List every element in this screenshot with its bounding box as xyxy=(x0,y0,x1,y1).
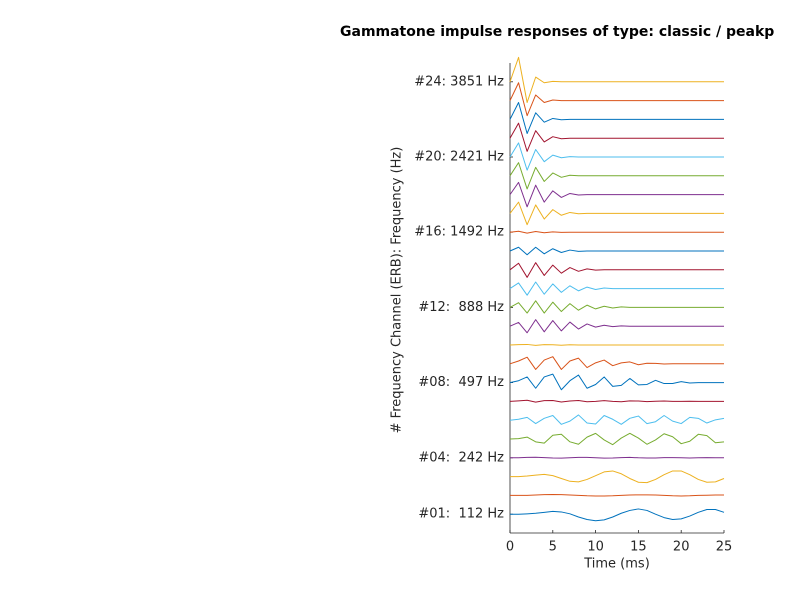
waveform-line xyxy=(510,508,725,522)
x-tick-label: 5 xyxy=(549,540,557,555)
y-tick-label: #20: 2421 Hz xyxy=(414,150,504,165)
x-tick-label: 10 xyxy=(587,540,604,555)
waveform-line xyxy=(509,356,724,370)
waveform-line xyxy=(510,456,724,459)
waveform-line xyxy=(509,162,724,190)
waveform-line xyxy=(509,101,724,134)
waveform-line xyxy=(509,230,724,234)
waveform-line xyxy=(509,373,724,391)
y-tick-label: #04: 242 Hz xyxy=(418,450,504,465)
waveform-line xyxy=(509,343,724,346)
waveform-line xyxy=(509,82,724,117)
waveform-line xyxy=(509,414,725,425)
waveform-line xyxy=(509,246,724,256)
x-axis-label: Time (ms) xyxy=(583,557,650,572)
waveform-line xyxy=(509,399,724,403)
waveform-line xyxy=(510,493,724,497)
y-tick-label: #24: 3851 Hz xyxy=(414,74,504,89)
waveform-line xyxy=(509,300,724,314)
chart-title: Gammatone impulse responses of type: cla… xyxy=(340,24,774,40)
x-tick-label: 20 xyxy=(673,540,690,555)
waveform-line xyxy=(509,432,725,446)
y-tick-label: #16: 1492 Hz xyxy=(414,225,504,240)
y-tick-label: #01: 112 Hz xyxy=(418,507,504,522)
waveform-line xyxy=(509,122,724,152)
y-tick-label: #08: 497 Hz xyxy=(418,375,504,390)
waveform-line xyxy=(510,470,725,484)
x-tick-label: 25 xyxy=(716,540,733,555)
y-tick-label: #12: 888 Hz xyxy=(418,300,504,315)
waveform-line xyxy=(509,201,724,226)
waveform-line xyxy=(509,319,724,334)
y-axis-label: # Frequency Channel (ERB): Frequency (Hz… xyxy=(390,147,405,434)
waveform-line xyxy=(509,281,724,296)
waveform-line xyxy=(509,142,724,171)
x-tick-label: 0 xyxy=(506,540,514,555)
waveform-line xyxy=(509,56,724,103)
x-tick-label: 15 xyxy=(630,540,647,555)
waveform-line xyxy=(509,262,724,278)
waveform-line xyxy=(509,181,724,208)
